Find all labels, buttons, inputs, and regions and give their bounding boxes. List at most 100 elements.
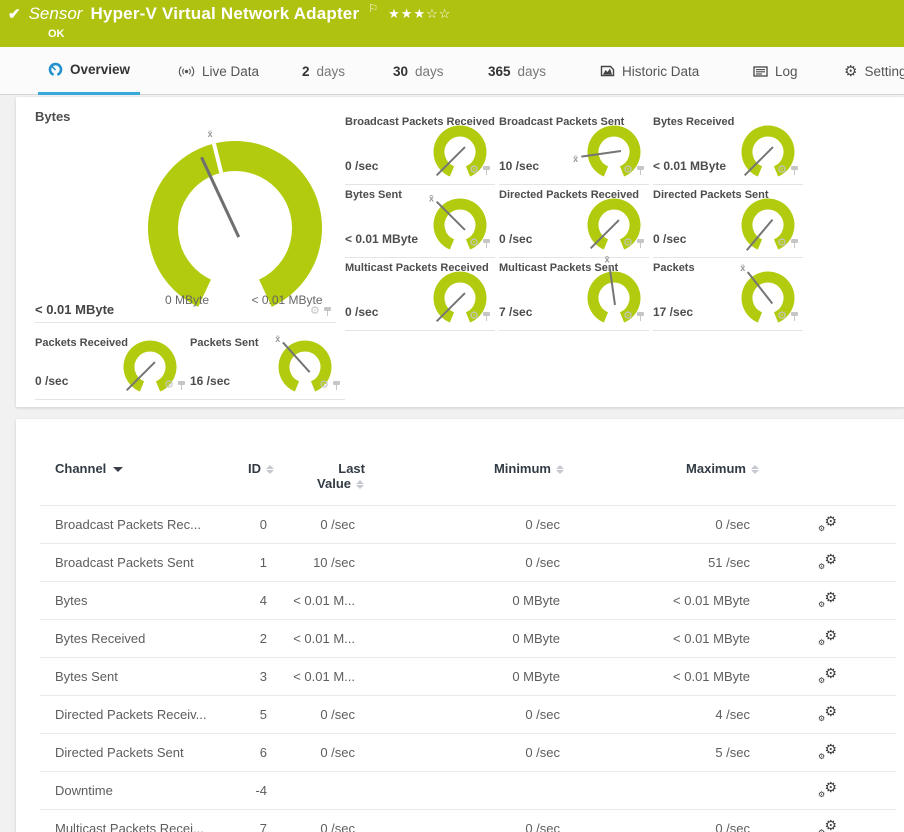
channel-name[interactable]: Directed Packets Sent xyxy=(40,733,230,772)
star-rating[interactable]: ★★★☆☆ xyxy=(388,6,451,22)
gear-icon[interactable]: ⚙ xyxy=(469,237,479,249)
channel-settings-icon[interactable] xyxy=(818,627,837,647)
channel-settings-icon[interactable] xyxy=(818,589,837,609)
gauge-tile-multicast-packets-received[interactable]: Multicast Packets Received 0 /sec ⚙ xyxy=(345,258,495,331)
tab-365-days[interactable]: 365 days xyxy=(478,47,556,95)
gear-icon[interactable]: ⚙ xyxy=(623,164,633,176)
channel-minimum: 0 /sec xyxy=(365,809,565,832)
tab-2-days[interactable]: 2 days xyxy=(292,47,355,95)
column-header-id-label: ID xyxy=(248,461,261,476)
gear-icon[interactable]: ⚙ xyxy=(777,310,787,322)
gauge-value: 0 /sec xyxy=(499,232,533,246)
channel-name[interactable]: Bytes Received xyxy=(40,619,230,658)
pin-icon[interactable] xyxy=(482,165,491,176)
gear-icon[interactable]: ⚙ xyxy=(777,237,787,249)
channel-name[interactable]: Directed Packets Receiv... xyxy=(40,695,230,734)
gauge-tile-packets[interactable]: Packets x̄ 17 /sec ⚙ xyxy=(653,258,803,331)
gauge-tile-directed-packets-received[interactable]: Directed Packets Received 0 /sec ⚙ xyxy=(499,185,649,258)
pin-icon[interactable] xyxy=(636,165,645,176)
channel-name[interactable]: Multicast Packets Recei... xyxy=(40,809,230,832)
gauge-tile-packets-received[interactable]: Packets Received 0 /sec ⚙ xyxy=(35,333,190,400)
gauge-tile-multicast-packets-sent[interactable]: Multicast Packets Sent x̄ 7 /sec ⚙ xyxy=(499,255,649,331)
table-row[interactable]: Bytes Received 2 < 0.01 M... 0 MByte < 0… xyxy=(40,619,896,658)
pin-icon[interactable] xyxy=(177,380,186,391)
channel-name[interactable]: Bytes Sent xyxy=(40,657,230,696)
pin-icon[interactable] xyxy=(790,311,799,322)
channel-minimum: 0 /sec xyxy=(365,733,565,772)
column-header-minimum[interactable]: Minimum xyxy=(365,455,565,506)
pin-icon[interactable] xyxy=(790,165,799,176)
channel-name[interactable]: Broadcast Packets Rec... xyxy=(40,505,230,544)
channel-name[interactable]: Bytes xyxy=(40,581,230,620)
gear-icon[interactable]: ⚙ xyxy=(469,164,479,176)
column-header-id[interactable]: ID xyxy=(230,455,275,506)
gear-icon[interactable]: ⚙ xyxy=(164,379,174,391)
gauge-tile-bytes-received[interactable]: Bytes Received < 0.01 MByte ⚙ xyxy=(653,112,803,185)
tab-settings[interactable]: ⚙ Settings xyxy=(834,47,904,95)
status-text: OK xyxy=(48,28,65,40)
pin-icon[interactable] xyxy=(636,238,645,249)
table-row[interactable]: Downtime -4 xyxy=(40,771,896,810)
column-header-last-value[interactable]: Last Value xyxy=(275,455,365,506)
pin-icon[interactable] xyxy=(482,238,491,249)
gauge-tile-broadcast-packets-received[interactable]: Broadcast Packets Received 0 /sec ⚙ xyxy=(345,112,495,185)
channel-name[interactable]: Broadcast Packets Sent xyxy=(40,543,230,582)
gear-icon[interactable]: ⚙ xyxy=(777,164,787,176)
tab-30-days[interactable]: 30 days xyxy=(383,47,454,95)
gauge-title: Packets Sent xyxy=(190,337,259,349)
gauge-arc xyxy=(433,198,487,250)
column-header-channel[interactable]: Channel xyxy=(40,455,230,506)
channel-last-value: < 0.01 M... xyxy=(275,657,365,696)
gear-icon[interactable]: ⚙ xyxy=(623,310,633,322)
gauge-tile-broadcast-packets-sent[interactable]: Broadcast Packets Sent x̄ 10 /sec ⚙ xyxy=(499,112,649,185)
gauge-tile-directed-packets-sent[interactable]: Directed Packets Sent 0 /sec ⚙ xyxy=(653,185,803,258)
table-row[interactable]: Broadcast Packets Rec... 0 0 /sec 0 /sec… xyxy=(40,505,896,544)
pin-icon[interactable] xyxy=(790,238,799,249)
average-marker: x̄ xyxy=(740,263,746,274)
channel-maximum: < 0.01 MByte xyxy=(565,581,760,620)
gauge-tile-bytes-sent[interactable]: Bytes Sent x̄ < 0.01 MByte ⚙ xyxy=(345,185,495,258)
table-row[interactable]: Directed Packets Sent 6 0 /sec 0 /sec 5 … xyxy=(40,733,896,772)
tab-historic-data[interactable]: Historic Data xyxy=(590,47,709,95)
channel-settings-icon[interactable] xyxy=(818,741,837,761)
channel-settings-icon[interactable] xyxy=(818,779,837,799)
channel-settings-icon[interactable] xyxy=(818,665,837,685)
flag-icon[interactable]: ⚐ xyxy=(368,2,379,15)
gear-icon[interactable]: ⚙ xyxy=(469,310,479,322)
tab-log[interactable]: Log xyxy=(743,47,808,95)
channel-settings-icon[interactable] xyxy=(818,703,837,723)
gear-icon[interactable]: ⚙ xyxy=(319,379,329,391)
average-marker: x̄ xyxy=(207,129,213,140)
table-row[interactable]: Bytes Sent 3 < 0.01 M... 0 MByte < 0.01 … xyxy=(40,657,896,696)
table-row[interactable]: Directed Packets Receiv... 5 0 /sec 0 /s… xyxy=(40,695,896,734)
table-row[interactable]: Broadcast Packets Sent 1 10 /sec 0 /sec … xyxy=(40,543,896,582)
table-row[interactable]: Bytes 4 < 0.01 M... 0 MByte < 0.01 MByte xyxy=(40,581,896,620)
main-gauge-arc xyxy=(148,141,322,307)
channel-settings-icon[interactable] xyxy=(818,551,837,571)
stars-empty[interactable]: ☆☆ xyxy=(426,6,452,21)
pin-icon[interactable] xyxy=(636,311,645,322)
tab-overview-label: Overview xyxy=(70,62,131,77)
column-header-maximum[interactable]: Maximum xyxy=(565,455,760,506)
channel-minimum: 0 MByte xyxy=(365,581,565,620)
channel-name[interactable]: Downtime xyxy=(40,771,230,810)
table-row[interactable]: Multicast Packets Recei... 7 0 /sec 0 /s… xyxy=(40,809,896,832)
main-gauge-scale-max: < 0.01 MByte xyxy=(251,293,323,307)
pin-icon[interactable] xyxy=(482,311,491,322)
channel-settings-icon[interactable] xyxy=(818,513,837,533)
channel-last-value xyxy=(275,771,365,810)
gauge: x̄ xyxy=(573,122,643,180)
tab-live-data[interactable]: Live Data xyxy=(168,47,269,95)
tab-overview[interactable]: Overview xyxy=(38,47,141,95)
tab-2-days-unit: days xyxy=(316,63,346,79)
log-icon xyxy=(753,65,768,77)
stars-filled[interactable]: ★★★ xyxy=(388,6,427,21)
table-header-row: Channel ID Last Value Minimum Maximum xyxy=(40,455,896,506)
pin-icon[interactable] xyxy=(332,380,341,391)
main-gauge[interactable]: x̄ xyxy=(140,129,330,321)
pin-icon[interactable] xyxy=(323,306,332,317)
gear-icon[interactable]: ⚙ xyxy=(623,237,633,249)
channel-settings-icon[interactable] xyxy=(818,817,837,832)
gauge-tile-packets-sent[interactable]: Packets Sent x̄ 16 /sec ⚙ xyxy=(190,333,345,400)
gear-icon[interactable]: ⚙ xyxy=(310,305,320,317)
